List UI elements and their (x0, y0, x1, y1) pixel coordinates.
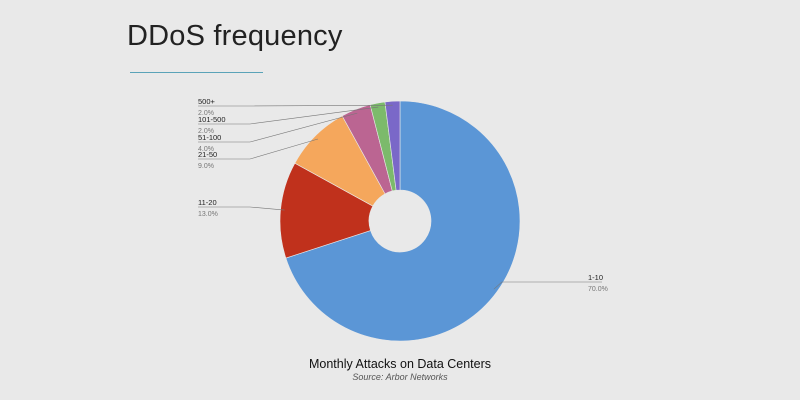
slice-name: 1-10 (588, 273, 603, 282)
leader-line (198, 112, 358, 143)
slice-label-51-100: 51-100 4.0% (198, 112, 358, 153)
slice-label-21-50: 21-50 9.0% (198, 138, 319, 170)
slice-label-1-10: 1-10 70.0% (493, 273, 608, 293)
slice-label-500plus: 500+ 2.0% (198, 97, 393, 117)
pie-slice-500plus (384, 100, 401, 191)
slice-percent: 2.0% (198, 110, 214, 117)
leader-line (198, 104, 393, 107)
leader-line (198, 106, 379, 125)
slice-name: 11-20 (198, 198, 217, 207)
chart-title: Monthly Attacks on Data Centers (308, 357, 492, 371)
slice-name: 500+ (198, 97, 216, 106)
slice-percent: 13.0% (198, 211, 218, 218)
leader-line (198, 138, 319, 160)
slice-name: 51-100 (198, 133, 221, 142)
chart-source: Source: Arbor Networks (352, 372, 448, 382)
slice-name: 101-500 (198, 115, 226, 124)
pie-slice-11-20 (279, 162, 374, 259)
slide-title: DDoS frequency (127, 20, 343, 52)
pie-slice-1-10 (285, 100, 521, 342)
leader-line (198, 206, 285, 211)
slice-label-11-20: 11-20 13.0% (198, 198, 285, 218)
slice-percent: 9.0% (198, 163, 214, 170)
slice-percent: 70.0% (588, 286, 608, 293)
slice-name: 21-50 (198, 150, 217, 159)
title-underline (130, 72, 263, 73)
leader-line (493, 281, 602, 290)
slice-percent: 2.0% (198, 128, 214, 135)
slice-percent: 4.0% (198, 146, 214, 153)
